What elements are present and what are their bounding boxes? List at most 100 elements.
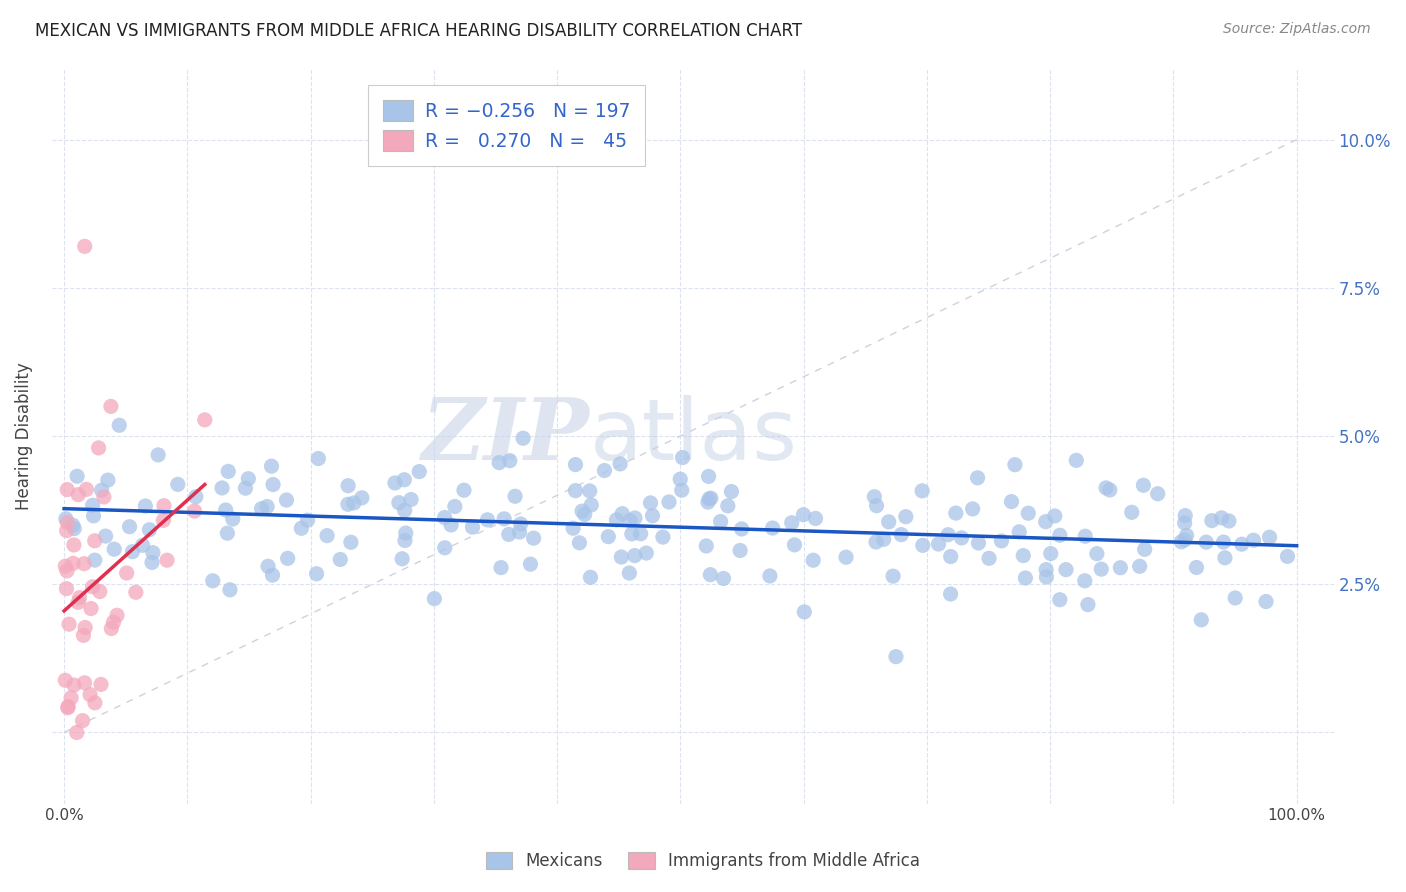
Point xyxy=(713,571,735,585)
Point xyxy=(73,239,96,253)
Point xyxy=(1211,511,1233,525)
Point xyxy=(1014,571,1036,585)
Point xyxy=(1225,591,1247,605)
Point xyxy=(519,557,541,571)
Point xyxy=(60,690,83,705)
Point xyxy=(75,620,97,634)
Point xyxy=(966,471,988,485)
Point xyxy=(1035,563,1057,577)
Point xyxy=(211,481,233,495)
Point xyxy=(276,493,298,508)
Point xyxy=(730,522,752,536)
Point xyxy=(967,536,990,550)
Point xyxy=(1185,560,1208,574)
Point xyxy=(97,473,120,487)
Point xyxy=(66,725,89,739)
Point xyxy=(73,675,96,690)
Point xyxy=(56,699,79,714)
Point xyxy=(433,541,456,555)
Point xyxy=(297,513,319,527)
Point xyxy=(1133,542,1156,557)
Point xyxy=(56,564,79,578)
Point xyxy=(804,511,827,525)
Point xyxy=(153,499,176,513)
Point xyxy=(408,465,430,479)
Point xyxy=(350,491,373,505)
Point xyxy=(835,550,858,565)
Point xyxy=(1095,481,1118,495)
Point xyxy=(890,527,912,541)
Point xyxy=(1035,515,1057,529)
Point xyxy=(277,551,299,566)
Point xyxy=(115,566,138,580)
Point xyxy=(1212,535,1234,549)
Point xyxy=(700,491,723,506)
Point xyxy=(222,512,245,526)
Point xyxy=(865,499,887,513)
Point xyxy=(873,533,896,547)
Point xyxy=(55,512,77,526)
Point xyxy=(125,585,148,599)
Point xyxy=(55,582,77,596)
Point xyxy=(523,531,546,545)
Point xyxy=(103,542,125,557)
Point xyxy=(710,515,733,529)
Point xyxy=(423,591,446,606)
Point xyxy=(762,521,785,535)
Point xyxy=(1201,514,1223,528)
Point xyxy=(316,528,339,542)
Point xyxy=(391,551,413,566)
Point xyxy=(83,508,105,523)
Point xyxy=(56,700,79,714)
Point xyxy=(697,469,720,483)
Point xyxy=(624,511,647,525)
Text: MEXICAN VS IMMIGRANTS FROM MIDDLE AFRICA HEARING DISABILITY CORRELATION CHART: MEXICAN VS IMMIGRANTS FROM MIDDLE AFRICA… xyxy=(35,22,803,40)
Point xyxy=(1218,514,1240,528)
Point xyxy=(562,521,585,535)
Point xyxy=(1175,528,1198,542)
Point xyxy=(671,483,693,498)
Point xyxy=(669,472,692,486)
Point xyxy=(67,488,90,502)
Point xyxy=(1077,598,1099,612)
Point xyxy=(134,499,156,513)
Point xyxy=(1000,494,1022,508)
Point xyxy=(194,413,217,427)
Point xyxy=(72,714,94,728)
Point xyxy=(388,496,411,510)
Point xyxy=(759,569,782,583)
Point xyxy=(290,521,312,535)
Point xyxy=(82,498,104,512)
Point xyxy=(90,677,112,691)
Point xyxy=(53,673,76,688)
Point xyxy=(62,557,84,571)
Point xyxy=(612,507,634,521)
Point xyxy=(384,475,406,490)
Point xyxy=(574,508,596,522)
Point xyxy=(1174,516,1197,530)
Point xyxy=(238,472,260,486)
Point xyxy=(94,529,117,543)
Point xyxy=(62,518,84,533)
Point xyxy=(82,580,104,594)
Point xyxy=(1039,547,1062,561)
Point xyxy=(93,490,115,504)
Point xyxy=(75,483,97,497)
Text: ZIP: ZIP xyxy=(422,394,591,478)
Point xyxy=(658,495,681,509)
Point xyxy=(619,513,641,527)
Point xyxy=(503,489,526,503)
Point xyxy=(215,503,238,517)
Point xyxy=(801,553,824,567)
Point xyxy=(1090,562,1112,576)
Point xyxy=(453,483,475,498)
Point xyxy=(440,518,463,533)
Point xyxy=(217,526,239,541)
Point xyxy=(83,696,105,710)
Point xyxy=(884,649,907,664)
Point xyxy=(499,453,522,467)
Point xyxy=(58,617,80,632)
Point xyxy=(1146,487,1168,501)
Point xyxy=(394,473,416,487)
Point xyxy=(1132,478,1154,492)
